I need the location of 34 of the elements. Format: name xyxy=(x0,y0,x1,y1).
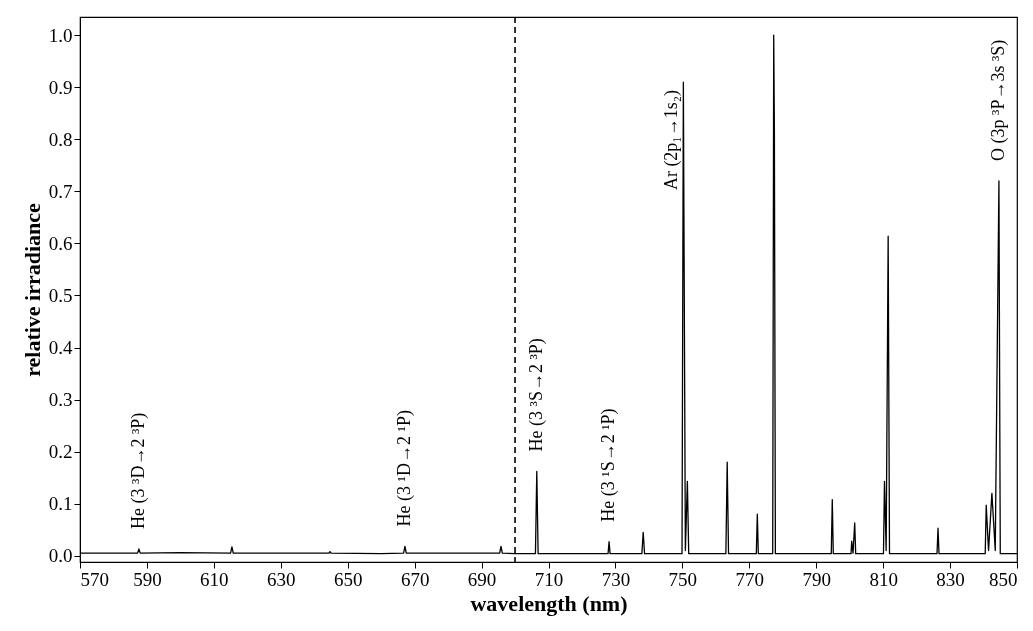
y-tick-label: 0.4 xyxy=(48,337,73,359)
annotation: Ar (2p₁→1s₂) xyxy=(661,90,683,191)
x-tick-label: 830 xyxy=(936,568,965,590)
x-tick-label: 670 xyxy=(400,568,430,590)
x-tick-label: 790 xyxy=(802,568,831,590)
x-tick-label: 850 xyxy=(989,568,1018,590)
y-tick-label: 0.5 xyxy=(48,284,73,306)
y-tick-label: 1.0 xyxy=(48,24,73,46)
annotation: He (3 ³D→2 ³P) xyxy=(127,412,149,529)
x-tick-label: 690 xyxy=(467,568,497,590)
x-tick-label: 570 xyxy=(80,568,109,590)
annotation: O (3p ³P→3s ³S) xyxy=(987,39,1009,161)
annotation: He (3 ³S→2 ³P) xyxy=(525,338,547,452)
x-tick-label: 630 xyxy=(267,568,296,590)
y-axis-title: relative irradiance xyxy=(19,202,45,377)
annotation: He (3 ¹S→2 ¹P) xyxy=(598,408,620,522)
x-tick-label: 650 xyxy=(333,568,363,590)
x-tick-label: 810 xyxy=(869,568,898,590)
y-tick-label: 0.3 xyxy=(48,389,73,411)
x-tick-label: 590 xyxy=(133,568,162,590)
x-axis-title: wavelength (nm) xyxy=(470,590,628,616)
x-tick-label: 750 xyxy=(668,568,698,590)
x-tick-label: 710 xyxy=(534,568,564,590)
y-tick-label: 0.0 xyxy=(48,545,73,567)
annotation: He (3 ¹D→2 ¹P) xyxy=(393,410,415,527)
y-tick-label: 0.1 xyxy=(48,493,73,515)
y-tick-label: 0.8 xyxy=(48,128,73,150)
x-tick-label: 610 xyxy=(200,568,229,590)
y-tick-label: 0.9 xyxy=(48,76,73,98)
y-tick-label: 0.6 xyxy=(48,232,73,254)
y-tick-label: 0.7 xyxy=(48,180,73,202)
x-tick-label: 730 xyxy=(601,568,631,590)
y-tick-label: 0.2 xyxy=(48,441,73,463)
x-tick-label: 770 xyxy=(735,568,765,590)
